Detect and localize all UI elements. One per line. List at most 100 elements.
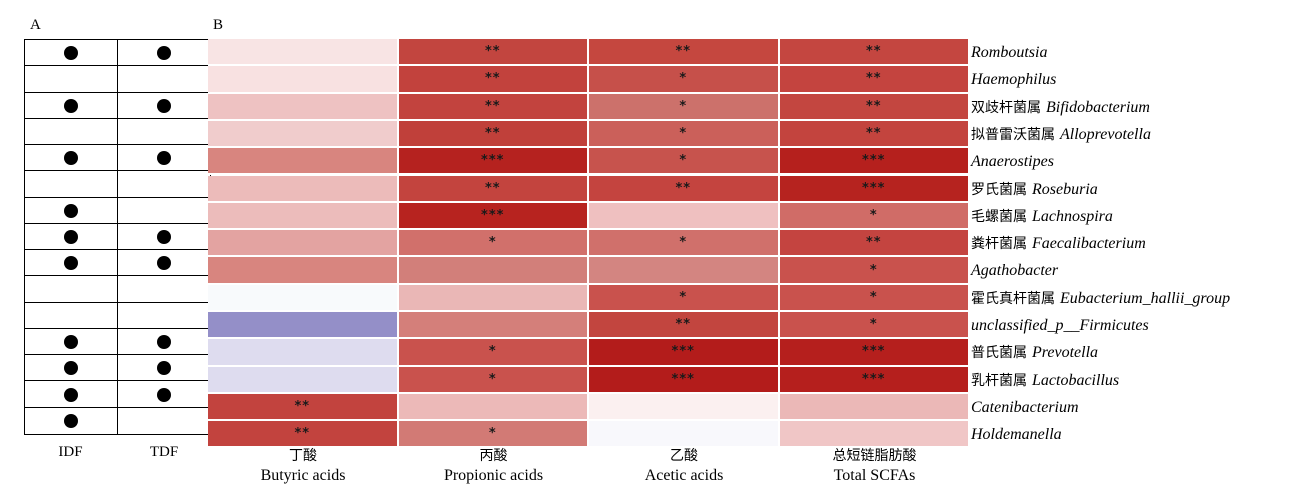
presence-cell [25,302,118,329]
significance-mark: *** [862,371,886,387]
scfa-column-label: 总短链脂肪酸 Total SCFAs [780,446,970,486]
presence-dot [156,229,171,244]
significance-mark: ** [865,235,882,251]
significance-mark: *** [481,207,505,223]
genus-chinese-name: 粪杆菌属 [971,236,1027,253]
significance-mark: *** [481,153,505,169]
significance-mark: ** [294,426,311,442]
heatmap-cell [589,393,780,422]
presence-dot [156,387,171,402]
heatmap-cell [208,366,399,394]
genus-chinese-name: 霍氏真杆菌属 [971,290,1055,307]
significance-mark: *** [671,344,695,360]
heatmap-cell: * [589,66,780,94]
presence-cell [25,40,118,67]
presence-cell [117,303,210,329]
heatmap-cell: ** [589,175,780,203]
heatmap-cell: *** [779,339,970,367]
genus-label: Haemophilus [971,69,1056,90]
significance-mark: * [679,126,688,142]
heatmap-cell [208,284,399,312]
heatmap-cell [208,312,399,340]
scfa-chinese-name: 丙酸 [479,448,508,464]
significance-mark: *** [671,371,695,387]
heatmap-cell: ** [208,393,399,422]
significance-mark: ** [865,126,882,142]
heatmap-cell: ** [398,39,589,67]
scfa-english-name: Propionic acids [443,467,544,484]
presence-cell [118,408,211,434]
heatmap-cell: ** [398,175,589,203]
presence-dot [64,203,79,218]
presence-dot [156,361,171,376]
heatmap-cell: * [398,366,589,394]
significance-mark: * [679,153,688,169]
heatmap-cell: ** [589,39,780,67]
genus-label: Romboutsia [971,42,1047,63]
heatmap-cell: ** [398,120,589,149]
significance-mark: ** [484,98,501,114]
heatmap-cell: * [589,120,780,149]
significance-mark: * [869,207,878,223]
heatmap-cell [208,93,399,121]
genus-scientific-name: Agathobacter [971,262,1059,280]
significance-mark: * [488,235,497,251]
genus-label: 毛螺菌属 Lachnospira [971,206,1113,227]
heatmap-cell: *** [398,148,589,176]
heatmap-cell: ** [779,66,970,94]
scfa-chinese-name: 乙酸 [670,448,698,464]
significance-mark: *** [862,344,886,360]
presence-cell [25,66,118,93]
presence-cell [25,381,118,408]
presence-dot [64,98,79,113]
presence-cell [117,355,210,382]
presence-cell [117,145,210,172]
significance-mark: * [488,426,497,442]
heatmap-cell [208,230,399,258]
presence-cell [25,355,118,382]
heatmap-cell: ** [779,120,970,149]
presence-cell [117,224,210,251]
heatmap-cell [208,148,399,176]
genus-scientific-name: Anaerostipes [971,153,1054,171]
heatmap-cell: ** [208,421,399,449]
significance-mark: ** [294,399,311,415]
significance-mark: *** [862,180,886,196]
heatmap-cell [398,312,589,340]
panel-b-label: B [213,17,224,33]
scfa-chinese-name: 丁酸 [289,448,317,464]
scfa-chinese-name: 总短链脂肪酸 [832,448,917,464]
presence-cell [25,197,118,224]
genus-label: 罗氏菌属 Roseburia [971,179,1098,200]
presence-dot [64,387,79,402]
scfa-english-name: Butyric acids [260,467,346,484]
panel-a-label: A [30,17,41,33]
heatmap-cell: *** [779,148,970,176]
significance-mark: *** [862,153,886,169]
heatmap-cell: ** [398,93,589,121]
presence-cell [25,118,118,146]
genus-label: 霍氏真杆菌属 Eubacterium_hallii_group [971,288,1230,309]
genus-label: 乳杆菌属 Lactobacillus [971,370,1119,391]
genus-scientific-name: Faecalibacterium [1032,235,1146,253]
significance-mark: * [679,98,688,114]
genus-label: 粪杆菌属 Faecalibacterium [971,233,1146,254]
heatmap-cell: * [589,93,780,121]
genus-label: Holdemanella [971,424,1062,445]
genus-chinese-name: 毛螺菌属 [971,208,1027,225]
heatmap-cell: *** [589,339,780,367]
significance-mark: * [679,289,688,305]
genus-chinese-name: 双歧杆菌属 [971,99,1041,116]
scfa-column-label: 丁酸 Butyric acids [208,446,398,486]
heatmap-cell: ** [398,66,589,94]
heatmap-cell [208,39,399,67]
heatmap-cell [208,257,399,285]
scfa-column-label: 乙酸 Acetic acids [589,446,779,486]
heatmap-cell [589,421,780,449]
presence-cell [117,329,210,356]
significance-mark: ** [865,71,882,87]
scfa-column-label: 丙酸 Propionic acids [399,446,589,486]
significance-mark: ** [675,317,692,333]
significance-mark: ** [484,71,501,87]
significance-mark: * [869,317,878,333]
